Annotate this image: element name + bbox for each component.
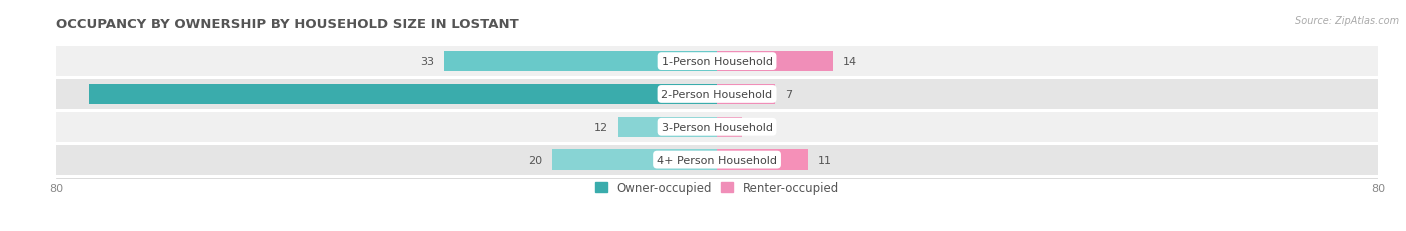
Bar <box>56 145 1378 175</box>
Bar <box>444 52 717 72</box>
Text: OCCUPANCY BY OWNERSHIP BY HOUSEHOLD SIZE IN LOSTANT: OCCUPANCY BY OWNERSHIP BY HOUSEHOLD SIZE… <box>56 18 519 30</box>
Bar <box>56 112 1378 142</box>
Text: 3: 3 <box>752 122 759 132</box>
Bar <box>551 150 717 170</box>
Bar <box>89 84 717 105</box>
Text: 33: 33 <box>420 57 434 67</box>
Text: 4+ Person Household: 4+ Person Household <box>657 155 778 165</box>
Bar <box>717 52 832 72</box>
Bar <box>56 79 1378 109</box>
Text: 2-Person Household: 2-Person Household <box>661 90 773 100</box>
Text: 11: 11 <box>818 155 832 165</box>
Text: 7: 7 <box>785 90 792 100</box>
Legend: Owner-occupied, Renter-occupied: Owner-occupied, Renter-occupied <box>591 177 844 199</box>
Bar <box>717 84 775 105</box>
Bar <box>717 117 742 137</box>
Bar <box>617 117 717 137</box>
Bar <box>717 150 808 170</box>
Text: Source: ZipAtlas.com: Source: ZipAtlas.com <box>1295 16 1399 26</box>
Text: 14: 14 <box>842 57 856 67</box>
Text: 3-Person Household: 3-Person Household <box>662 122 772 132</box>
Text: 1-Person Household: 1-Person Household <box>662 57 772 67</box>
Text: 76: 76 <box>700 90 716 100</box>
Text: 12: 12 <box>593 122 607 132</box>
Text: 20: 20 <box>527 155 541 165</box>
Bar <box>56 47 1378 77</box>
